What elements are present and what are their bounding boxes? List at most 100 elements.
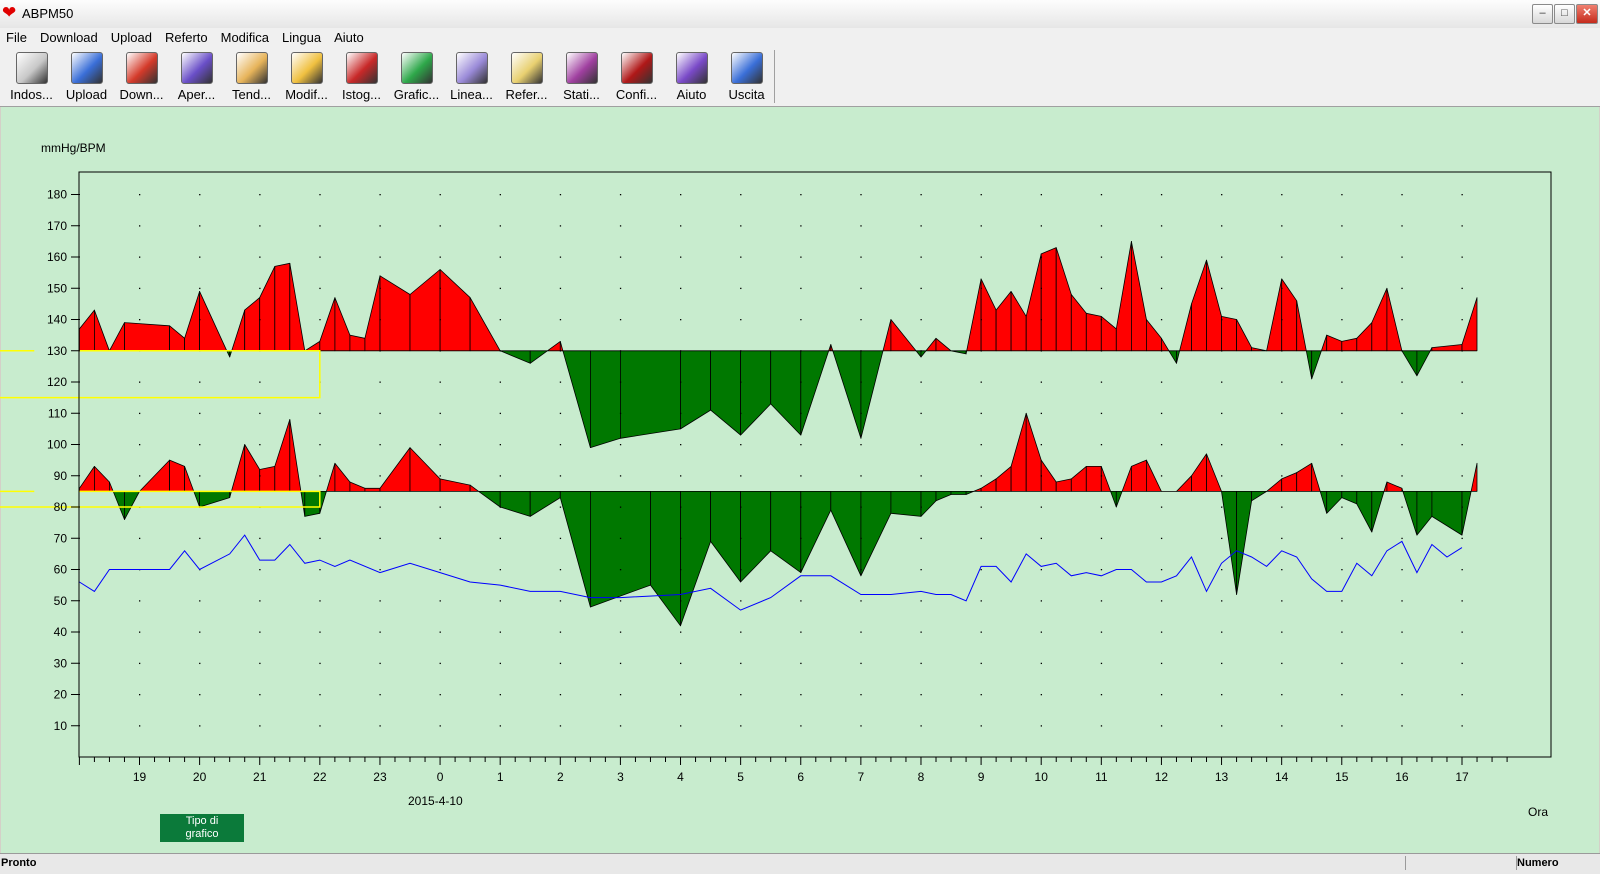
grid-dot xyxy=(1281,506,1283,508)
toolbar-button-12[interactable]: Aiuto xyxy=(664,50,719,103)
grid-dot xyxy=(499,662,501,665)
toolbar-button-3[interactable]: Aper... xyxy=(169,50,224,103)
grid-dot xyxy=(259,287,261,290)
grid-dot xyxy=(379,569,381,571)
grid-dot xyxy=(1221,350,1223,352)
threshold-areas xyxy=(79,172,1551,757)
minimize-button[interactable]: – xyxy=(1532,4,1553,24)
grid-dot xyxy=(1341,350,1343,352)
grid-dot xyxy=(800,412,802,415)
grid-dot xyxy=(319,569,321,571)
toolbar-button-9[interactable]: Refer... xyxy=(499,50,554,103)
grid-dot xyxy=(1341,381,1343,383)
grid-dot xyxy=(1461,225,1463,227)
toolbar-button-label: Tend... xyxy=(231,87,272,102)
grid-dot xyxy=(680,350,682,352)
grid-dot xyxy=(259,569,261,571)
menu-referto[interactable]: Referto xyxy=(164,30,208,45)
grid-dot xyxy=(199,475,201,477)
systolic-area xyxy=(860,350,884,439)
exit-icon xyxy=(731,52,763,84)
grid-dot xyxy=(379,225,381,227)
grid-dot xyxy=(499,600,501,602)
toolbar-button-10[interactable]: Stati... xyxy=(554,50,609,103)
diastolic-area xyxy=(1470,462,1478,492)
menu-download[interactable]: Download xyxy=(39,30,98,45)
grid-dot xyxy=(1461,537,1463,540)
info-icon xyxy=(621,52,653,84)
menu-modifica[interactable]: Modifica xyxy=(220,30,270,45)
grid-dot xyxy=(800,444,802,446)
toolbar-button-5[interactable]: Modif... xyxy=(279,50,334,103)
grid-dot xyxy=(199,694,201,696)
grid-dot xyxy=(680,569,682,571)
grid-dot xyxy=(1100,287,1103,290)
toolbar-button-6[interactable]: Istog... xyxy=(334,50,389,103)
grid-dot xyxy=(1160,444,1163,446)
grid-dot xyxy=(1160,412,1163,415)
grid-dot xyxy=(1040,506,1043,508)
grid-dot xyxy=(1040,319,1043,321)
grid-dot xyxy=(1221,537,1223,540)
toolbar-button-1[interactable]: Upload xyxy=(59,50,114,103)
people-icon xyxy=(181,52,213,84)
grid-dot xyxy=(619,694,622,696)
maximize-button[interactable]: □ xyxy=(1554,4,1575,24)
toolbar-button-4[interactable]: Tend... xyxy=(224,50,279,103)
chart-type-button[interactable]: Tipo di grafico xyxy=(160,814,244,842)
grid-dot xyxy=(1040,412,1043,415)
grid-dot xyxy=(439,225,441,227)
grid-dot xyxy=(1461,287,1463,290)
grid-dot xyxy=(1461,506,1463,508)
toolbar-button-0[interactable]: Indos... xyxy=(4,50,59,103)
grid-dot xyxy=(439,475,441,477)
toolbar-button-label: Upload xyxy=(65,87,108,102)
grid-dot xyxy=(1100,506,1103,508)
menu-upload[interactable]: Upload xyxy=(110,30,152,45)
menu-file[interactable]: File xyxy=(6,30,27,45)
toolbar-button-7[interactable]: Grafic... xyxy=(389,50,444,103)
grid-dot xyxy=(1160,662,1163,665)
toolbar-button-8[interactable]: Linea... xyxy=(444,50,499,103)
grid-dot xyxy=(1341,600,1343,602)
grid-dot xyxy=(439,506,441,508)
grid-dot xyxy=(1341,256,1343,258)
grid-dot xyxy=(559,287,562,290)
grid-dot xyxy=(199,287,201,290)
y-tick-label: 60 xyxy=(54,563,68,577)
systolic-threshold-line xyxy=(0,350,321,399)
grid-dot xyxy=(1401,506,1403,508)
diastolic-area xyxy=(1206,453,1222,492)
grid-dot xyxy=(559,412,562,415)
x-tick-label: 10 xyxy=(1035,770,1049,784)
grid-dot xyxy=(379,287,381,290)
grid-dot xyxy=(740,381,742,383)
grid-dot xyxy=(920,725,922,727)
toolbar-button-11[interactable]: Confi... xyxy=(609,50,664,103)
grid-dot xyxy=(499,381,501,383)
grid-dot xyxy=(920,381,922,383)
close-button[interactable]: ✕ xyxy=(1576,4,1598,24)
grid-dot xyxy=(499,694,501,696)
grid-dot xyxy=(680,631,682,633)
grid-dot xyxy=(1040,631,1043,633)
person-upload-icon xyxy=(71,52,103,84)
grid-dot xyxy=(1401,600,1403,602)
grid-dot xyxy=(1040,350,1043,352)
systolic-area xyxy=(620,350,681,439)
toolbar-button-13[interactable]: Uscita xyxy=(719,50,774,103)
toolbar-button-2[interactable]: Down... xyxy=(114,50,169,103)
diastolic-area xyxy=(1100,465,1111,492)
grid-dot xyxy=(860,444,862,446)
plot-area xyxy=(79,172,1551,757)
grid-dot xyxy=(1461,694,1463,696)
grid-dot xyxy=(1341,662,1343,665)
grid-dot xyxy=(1281,694,1283,696)
grid-dot xyxy=(619,381,622,383)
menu-lingua[interactable]: Lingua xyxy=(282,30,322,45)
grid-dot xyxy=(980,444,982,446)
grid-dot xyxy=(1461,412,1463,415)
systolic-area xyxy=(559,340,564,352)
grid-dot xyxy=(499,475,501,477)
menu-aiuto[interactable]: Aiuto xyxy=(334,30,364,45)
